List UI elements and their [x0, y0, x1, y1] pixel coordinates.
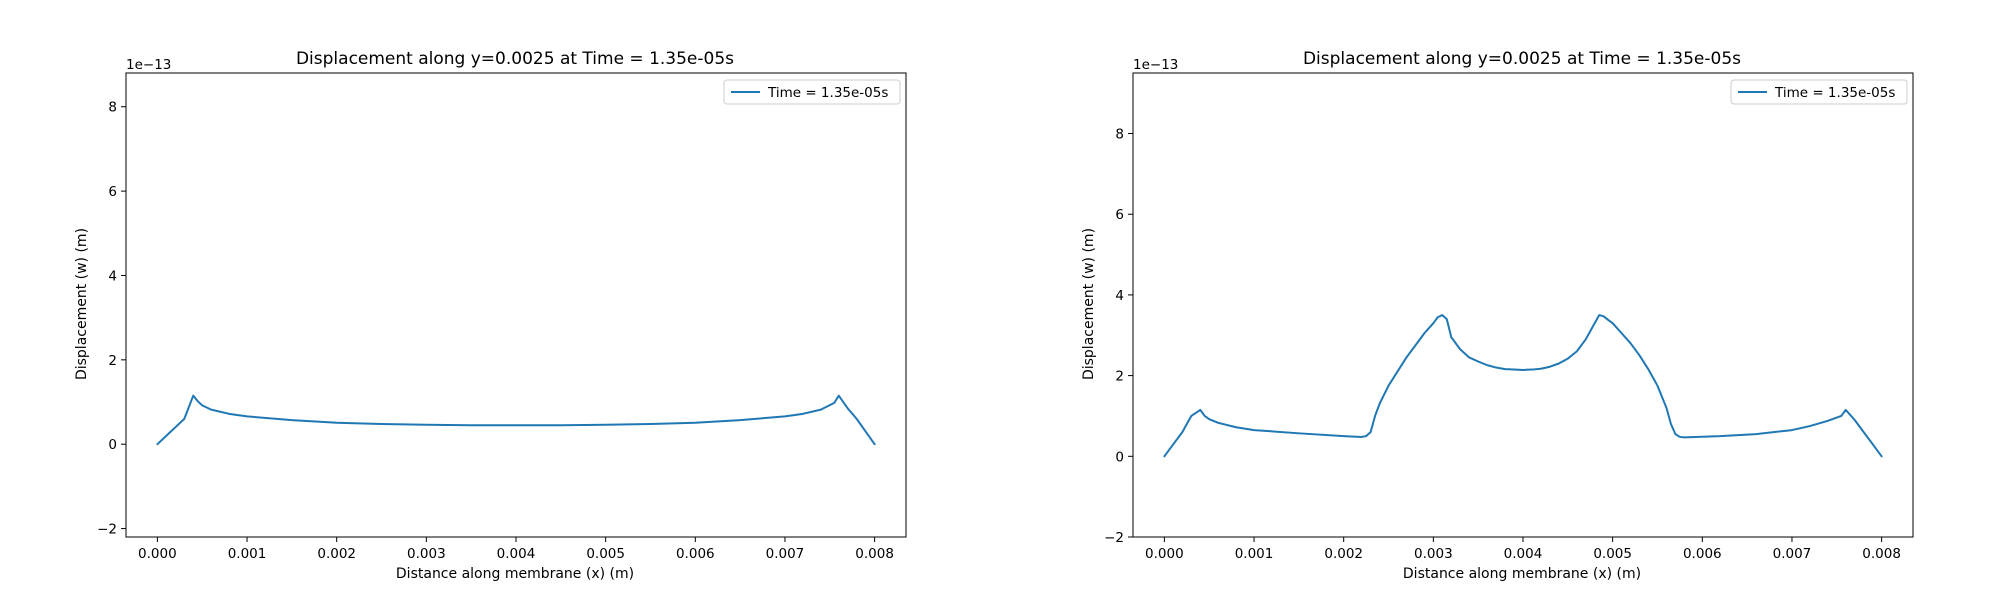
y-tick-label: 0 — [1115, 449, 1124, 465]
series-group — [156, 394, 876, 446]
y-tick-label: 4 — [108, 268, 117, 284]
y-offset-label: 1e−13 — [126, 57, 171, 73]
y-offset-label: 1e−13 — [1133, 57, 1178, 73]
x-tick-label: 0.003 — [407, 546, 446, 562]
x-axis-label: Distance along membrane (x) (m) — [396, 566, 634, 582]
chart-title: Displacement along y=0.0025 at Time = 1.… — [1303, 49, 1741, 69]
plot-frame — [125, 72, 907, 538]
y-tick-label: 8 — [1115, 127, 1124, 143]
y-tick-label: 6 — [1115, 207, 1124, 223]
legend-label: Time = 1.35e-05s — [1774, 85, 1895, 101]
chart-title: Displacement along y=0.0025 at Time = 1.… — [296, 49, 734, 69]
x-tick-label: 0.000 — [138, 546, 177, 562]
x-tick-label: 0.007 — [1773, 546, 1812, 562]
series-line — [1163, 314, 1883, 458]
x-tick-label: 0.001 — [228, 546, 267, 562]
x-tick-label: 0.007 — [766, 546, 805, 562]
x-tick-label: 0.003 — [1414, 546, 1453, 562]
chart-left: Displacement along y=0.0025 at Time = 1.… — [74, 49, 907, 582]
y-axis-label: Displacement (w) (m) — [74, 228, 90, 380]
x-tick-label: 0.005 — [586, 546, 625, 562]
x-tick-label: 0.004 — [1504, 546, 1543, 562]
series-line — [156, 394, 876, 446]
y-tick-label: 6 — [108, 184, 117, 200]
tick-group: 0.000 0.001 0.002 0.003 0.004 0.005 0.006 0.007… — [1104, 127, 1901, 562]
y-tick-label: 2 — [108, 353, 117, 369]
x-tick-label: 0.002 — [317, 546, 356, 562]
y-tick-label: −2 — [1104, 530, 1124, 546]
plot-frame — [1132, 72, 1914, 538]
chart-right: Displacement along y=0.0025 at Time = 1.… — [1081, 49, 1914, 582]
x-tick-label: 0.008 — [855, 546, 894, 562]
y-tick-label: 4 — [1115, 288, 1124, 304]
x-tick-label: 0.004 — [497, 546, 536, 562]
x-tick-label: 0.006 — [1683, 546, 1722, 562]
x-tick-label: 0.005 — [1593, 546, 1632, 562]
legend-box — [723, 79, 901, 105]
series-group — [1163, 314, 1883, 458]
x-axis-label: Distance along membrane (x) (m) — [1403, 566, 1641, 582]
x-tick-label: 0.006 — [676, 546, 715, 562]
legend-box — [1730, 79, 1908, 105]
x-tick-label: 0.000 — [1145, 546, 1184, 562]
y-tick-label: 0 — [108, 437, 117, 453]
legend: Time = 1.35e-05s — [723, 79, 901, 105]
x-tick-label: 0.008 — [1862, 546, 1901, 562]
y-tick-label: −2 — [97, 522, 117, 538]
y-tick-label: 8 — [108, 100, 117, 116]
y-tick-label: 2 — [1115, 369, 1124, 385]
y-axis-label: Displacement (w) (m) — [1081, 228, 1097, 380]
legend: Time = 1.35e-05s — [1730, 79, 1908, 105]
legend-label: Time = 1.35e-05s — [767, 85, 888, 101]
tick-group: 0.000 0.001 0.002 0.003 0.004 0.005 0.006 0.007… — [97, 100, 894, 562]
x-tick-label: 0.002 — [1324, 546, 1363, 562]
x-tick-label: 0.001 — [1235, 546, 1274, 562]
